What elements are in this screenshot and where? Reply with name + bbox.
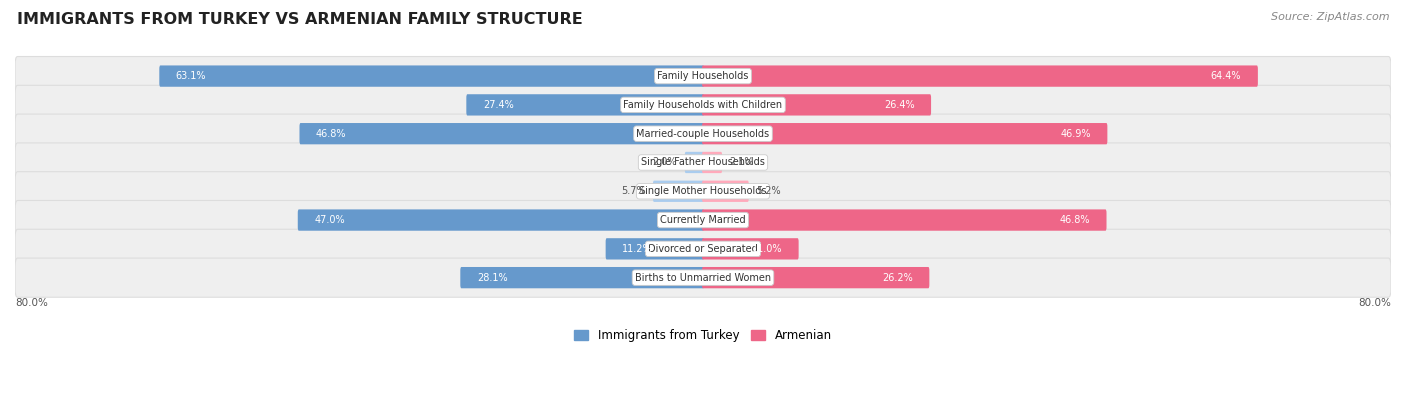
Text: 11.0%: 11.0%: [752, 244, 782, 254]
FancyBboxPatch shape: [702, 94, 931, 116]
FancyBboxPatch shape: [15, 229, 1391, 269]
Text: 47.0%: 47.0%: [315, 215, 344, 225]
FancyBboxPatch shape: [15, 201, 1391, 240]
FancyBboxPatch shape: [15, 56, 1391, 96]
Text: 64.4%: 64.4%: [1211, 71, 1241, 81]
Text: Births to Unmarried Women: Births to Unmarried Women: [636, 273, 770, 283]
Text: Currently Married: Currently Married: [661, 215, 745, 225]
Text: Family Households: Family Households: [658, 71, 748, 81]
FancyBboxPatch shape: [702, 238, 799, 260]
FancyBboxPatch shape: [702, 152, 723, 173]
FancyBboxPatch shape: [702, 209, 1107, 231]
Text: 5.7%: 5.7%: [621, 186, 645, 196]
FancyBboxPatch shape: [15, 114, 1391, 153]
FancyBboxPatch shape: [15, 85, 1391, 124]
Text: 26.2%: 26.2%: [882, 273, 912, 283]
FancyBboxPatch shape: [685, 152, 704, 173]
Text: 27.4%: 27.4%: [482, 100, 513, 110]
Legend: Immigrants from Turkey, Armenian: Immigrants from Turkey, Armenian: [569, 325, 837, 347]
Text: 11.2%: 11.2%: [623, 244, 652, 254]
FancyBboxPatch shape: [702, 66, 1258, 87]
Text: 46.8%: 46.8%: [316, 129, 346, 139]
Text: 80.0%: 80.0%: [1358, 298, 1391, 308]
Text: Family Households with Children: Family Households with Children: [623, 100, 783, 110]
Text: Source: ZipAtlas.com: Source: ZipAtlas.com: [1271, 12, 1389, 22]
FancyBboxPatch shape: [702, 267, 929, 288]
Text: IMMIGRANTS FROM TURKEY VS ARMENIAN FAMILY STRUCTURE: IMMIGRANTS FROM TURKEY VS ARMENIAN FAMIL…: [17, 12, 582, 27]
Text: 2.0%: 2.0%: [652, 158, 678, 167]
FancyBboxPatch shape: [606, 238, 704, 260]
Text: 63.1%: 63.1%: [176, 71, 207, 81]
FancyBboxPatch shape: [298, 209, 704, 231]
Text: 5.2%: 5.2%: [756, 186, 780, 196]
FancyBboxPatch shape: [15, 258, 1391, 297]
FancyBboxPatch shape: [702, 181, 749, 202]
Text: Divorced or Separated: Divorced or Separated: [648, 244, 758, 254]
FancyBboxPatch shape: [299, 123, 704, 144]
FancyBboxPatch shape: [15, 172, 1391, 211]
FancyBboxPatch shape: [15, 143, 1391, 182]
FancyBboxPatch shape: [652, 181, 704, 202]
Text: 28.1%: 28.1%: [477, 273, 508, 283]
Text: Single Father Households: Single Father Households: [641, 158, 765, 167]
Text: 80.0%: 80.0%: [15, 298, 48, 308]
Text: Single Mother Households: Single Mother Households: [640, 186, 766, 196]
Text: 26.4%: 26.4%: [884, 100, 914, 110]
FancyBboxPatch shape: [702, 123, 1108, 144]
Text: 46.9%: 46.9%: [1060, 129, 1091, 139]
FancyBboxPatch shape: [159, 66, 704, 87]
FancyBboxPatch shape: [460, 267, 704, 288]
Text: Married-couple Households: Married-couple Households: [637, 129, 769, 139]
Text: 46.8%: 46.8%: [1060, 215, 1090, 225]
Text: 2.1%: 2.1%: [730, 158, 754, 167]
FancyBboxPatch shape: [467, 94, 704, 116]
